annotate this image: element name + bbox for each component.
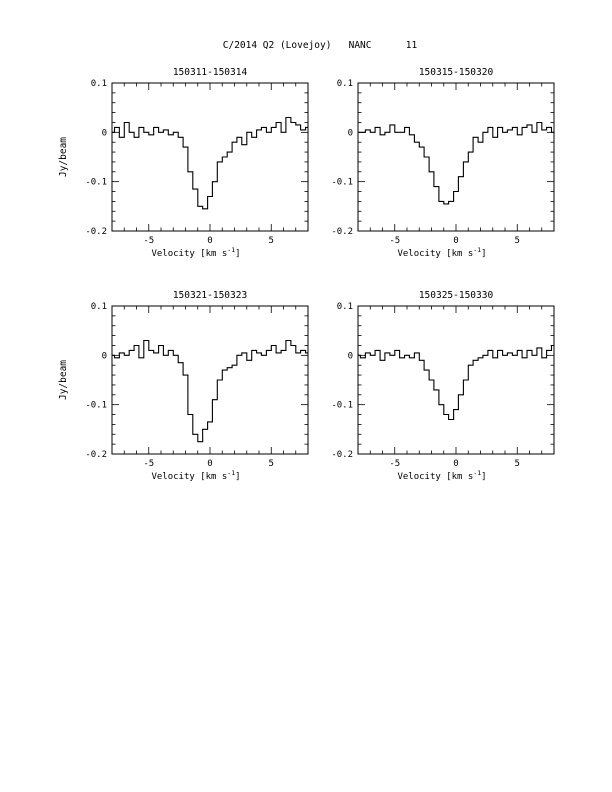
y-axis-label: Jy/beam bbox=[58, 360, 69, 400]
plot-frame bbox=[111, 305, 309, 455]
spectrum-line bbox=[358, 121, 554, 205]
y-tick-label: 0.1 bbox=[91, 79, 107, 89]
y-tick-label: -0.1 bbox=[85, 178, 107, 188]
y-tick-label: 0.1 bbox=[337, 302, 353, 312]
panel-title: 150325-150330 bbox=[419, 290, 494, 301]
chart-panel-3: -5 0 5 -0.2 -0.1 0 0.1 150321-150323 Velocity [k… bbox=[58, 290, 309, 482]
x-tick-label: -5 bbox=[389, 459, 400, 469]
y-tick-label: -0.1 bbox=[331, 401, 353, 411]
x-tick-label: 5 bbox=[269, 236, 274, 246]
x-tick-label: 5 bbox=[515, 459, 520, 469]
y-tick-label: -0.2 bbox=[85, 450, 107, 460]
panel-title: 150315-150320 bbox=[419, 67, 494, 78]
x-axis-label: Velocity [km s-1] bbox=[397, 246, 486, 259]
x-tick-label: 0 bbox=[453, 459, 458, 469]
y-tick-label: -0.1 bbox=[331, 178, 353, 188]
chart-panel-2: -5 0 5 -0.2 -0.1 0 0.1 150315-150320 Velocity [k… bbox=[331, 67, 555, 259]
x-axis-label: Velocity [km s-1] bbox=[151, 246, 240, 259]
spectrum-line bbox=[112, 339, 308, 443]
x-axis-label: Velocity [km s-1] bbox=[151, 469, 240, 482]
y-tick-label: -0.2 bbox=[331, 227, 353, 237]
plot-frame bbox=[111, 82, 309, 232]
plot-frame bbox=[357, 305, 555, 455]
x-tick-label: -5 bbox=[389, 236, 400, 246]
chart-panel-4: -5 0 5 -0.2 -0.1 0 0.1 150325-150330 Velocity [k… bbox=[331, 290, 555, 482]
y-tick-label: 0 bbox=[102, 351, 107, 361]
figure-title: C/2014 Q2 (Lovejoy) NANC 11 bbox=[223, 40, 418, 51]
x-tick-label: -5 bbox=[143, 459, 154, 469]
spectrum-line bbox=[112, 116, 308, 210]
x-tick-label: 5 bbox=[269, 459, 274, 469]
y-tick-label: 0.1 bbox=[337, 79, 353, 89]
y-tick-label: -0.1 bbox=[85, 401, 107, 411]
chart-panel-1: -5 0 5 -0.2 -0.1 0 0.1 150311-150314 Velocity [k… bbox=[58, 67, 309, 259]
plot-frame bbox=[357, 82, 555, 232]
x-tick-label: 5 bbox=[515, 236, 520, 246]
x-tick-label: 0 bbox=[207, 459, 212, 469]
x-tick-label: -5 bbox=[143, 236, 154, 246]
panels: -5 0 5 -0.2 -0.1 0 0.1 150311-150314 Velocity [k… bbox=[58, 67, 555, 482]
y-tick-label: 0 bbox=[348, 128, 353, 138]
x-tick-label: 0 bbox=[453, 236, 458, 246]
panel-title: 150311-150314 bbox=[173, 67, 248, 78]
panel-title: 150321-150323 bbox=[173, 290, 247, 301]
y-tick-label: 0 bbox=[102, 128, 107, 138]
y-tick-label: 0 bbox=[348, 351, 353, 361]
y-tick-label: -0.2 bbox=[331, 450, 353, 460]
y-axis-label: Jy/beam bbox=[58, 137, 69, 177]
spectrum-line bbox=[358, 344, 554, 421]
x-axis-label: Velocity [km s-1] bbox=[397, 469, 486, 482]
y-tick-label: -0.2 bbox=[85, 227, 107, 237]
y-tick-label: 0.1 bbox=[91, 302, 107, 312]
x-tick-label: 0 bbox=[207, 236, 212, 246]
